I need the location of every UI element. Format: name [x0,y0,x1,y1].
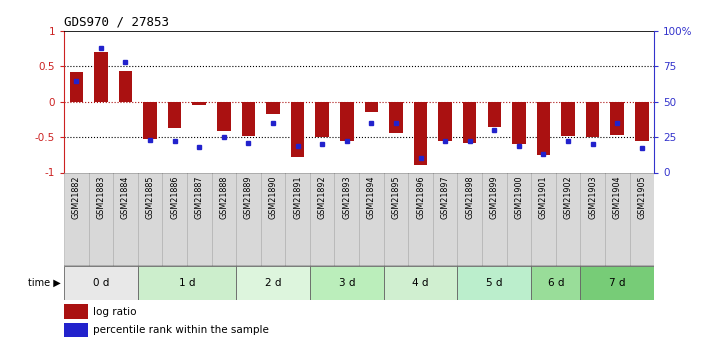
Bar [580,266,654,300]
Bar [629,172,654,266]
Bar [64,266,138,300]
Bar [580,172,605,266]
Text: GSM21887: GSM21887 [195,175,204,219]
Text: GSM21882: GSM21882 [72,175,81,219]
Bar [384,266,457,300]
Bar [236,266,310,300]
Bar [506,172,531,266]
Bar [310,172,334,266]
Bar [556,172,580,266]
Bar [512,102,525,144]
Bar [635,102,648,141]
Bar [168,102,181,128]
Bar [340,102,353,141]
Bar [488,102,501,127]
Text: percentile rank within the sample: percentile rank within the sample [94,325,269,335]
Text: GDS970 / 27853: GDS970 / 27853 [64,16,169,29]
Text: GSM21893: GSM21893 [342,175,351,219]
Text: GSM21885: GSM21885 [146,175,154,219]
Bar [310,266,384,300]
Bar [64,323,87,337]
Bar [242,102,255,136]
Text: 3 d: 3 d [338,278,355,288]
Bar [94,52,107,102]
Text: 5 d: 5 d [486,278,503,288]
Bar [217,102,230,131]
Bar [236,172,261,266]
Text: 0 d: 0 d [92,278,109,288]
Bar [119,71,132,102]
Bar [113,172,138,266]
Text: GSM21889: GSM21889 [244,175,253,219]
Bar [439,102,452,141]
Bar [144,102,157,139]
Bar [187,172,212,266]
Bar [611,102,624,135]
Bar [70,72,83,102]
Text: GSM21895: GSM21895 [392,175,400,219]
Bar [457,266,531,300]
Bar [64,172,89,266]
Text: GSM21898: GSM21898 [465,175,474,219]
Text: GSM21902: GSM21902 [564,175,572,219]
Text: GSM21897: GSM21897 [441,175,449,219]
Bar [482,172,506,266]
Text: GSM21896: GSM21896 [416,175,425,219]
Text: GSM21900: GSM21900 [514,175,523,219]
Bar [384,172,408,266]
Bar [433,172,457,266]
Bar [463,102,476,143]
Text: 6 d: 6 d [547,278,564,288]
Text: GSM21901: GSM21901 [539,175,548,219]
Bar [261,172,285,266]
Bar [359,172,384,266]
Text: time ▶: time ▶ [28,278,60,288]
Bar [291,102,304,157]
Text: GSM21891: GSM21891 [293,175,302,219]
Text: 7 d: 7 d [609,278,626,288]
Bar [457,172,482,266]
Text: GSM21884: GSM21884 [121,175,130,219]
Bar [138,266,236,300]
Bar [414,102,427,166]
Text: GSM21904: GSM21904 [613,175,621,219]
Bar [138,172,162,266]
Bar [64,304,87,319]
Text: 4 d: 4 d [412,278,429,288]
Bar [285,172,310,266]
Text: log ratio: log ratio [94,307,137,317]
Bar [365,102,378,112]
Bar [531,266,580,300]
Bar [561,102,574,136]
Text: GSM21892: GSM21892 [318,175,326,219]
Text: GSM21899: GSM21899 [490,175,499,219]
Bar [162,172,187,266]
Bar [193,102,206,105]
Bar [605,172,629,266]
Bar [586,102,599,137]
Text: GSM21903: GSM21903 [588,175,597,219]
Bar [212,172,236,266]
Bar [531,172,556,266]
Text: 1 d: 1 d [178,278,196,288]
Text: GSM21883: GSM21883 [97,175,105,219]
Bar [316,102,329,137]
Bar [389,102,402,133]
Text: 2 d: 2 d [264,278,282,288]
Text: GSM21905: GSM21905 [637,175,646,219]
Bar [408,172,433,266]
Bar [266,102,279,114]
Text: GSM21890: GSM21890 [269,175,277,219]
Text: GSM21894: GSM21894 [367,175,376,219]
Bar [334,172,359,266]
Text: GSM21888: GSM21888 [219,175,228,219]
Bar [89,172,113,266]
Bar [537,102,550,155]
Text: GSM21886: GSM21886 [170,175,179,219]
